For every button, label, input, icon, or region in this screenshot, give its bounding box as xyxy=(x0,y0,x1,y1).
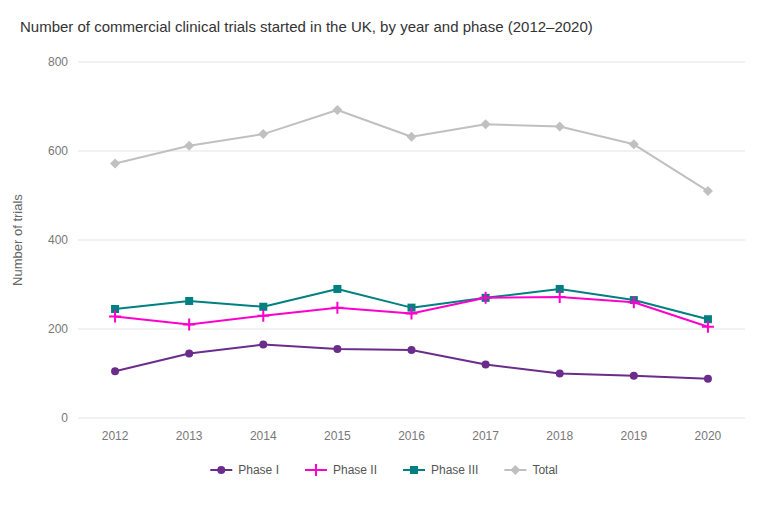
legend-marker xyxy=(410,466,418,474)
legend-label: Phase III xyxy=(431,463,478,477)
point xyxy=(109,311,121,323)
legend-item: Total xyxy=(504,463,557,477)
point xyxy=(555,122,565,132)
grid xyxy=(78,62,745,418)
y-tick-label: 0 xyxy=(61,411,68,425)
grid-line xyxy=(78,240,745,241)
point xyxy=(331,302,343,314)
point xyxy=(110,158,120,168)
line xyxy=(115,289,708,319)
x-tick-label: 2017 xyxy=(472,429,499,443)
point xyxy=(408,346,416,354)
legend-item: Phase III xyxy=(403,463,478,477)
y-tick-label: 200 xyxy=(48,322,68,336)
x-tick-label: 2019 xyxy=(620,429,647,443)
point xyxy=(259,341,267,349)
y-tick-label: 800 xyxy=(48,55,68,69)
y-tick-label: 600 xyxy=(48,144,68,158)
point xyxy=(406,307,418,319)
line xyxy=(115,345,708,379)
point xyxy=(704,375,712,383)
line xyxy=(115,297,708,327)
x-tick-label: 2014 xyxy=(250,429,277,443)
point xyxy=(482,361,490,369)
point xyxy=(702,321,714,333)
point xyxy=(185,349,193,357)
legend-label: Phase II xyxy=(333,463,377,477)
point xyxy=(183,319,195,331)
plot-area xyxy=(109,105,714,383)
point xyxy=(333,285,341,293)
legend-marker xyxy=(510,465,520,475)
point xyxy=(258,129,268,139)
point xyxy=(407,132,417,142)
series xyxy=(111,341,712,383)
grid-line xyxy=(78,329,745,330)
point xyxy=(333,345,341,353)
point xyxy=(556,370,564,378)
title: Number of commercial clinical trials sta… xyxy=(20,18,593,35)
legend-item: Phase I xyxy=(210,463,279,477)
x-tick-label: 2020 xyxy=(695,429,722,443)
point xyxy=(184,141,194,151)
point xyxy=(630,372,638,380)
point xyxy=(481,119,491,129)
point xyxy=(185,297,193,305)
x-tick-label: 2012 xyxy=(102,429,129,443)
y-tick-label: 400 xyxy=(48,233,68,247)
point xyxy=(111,367,119,375)
grid-line xyxy=(78,418,745,419)
series xyxy=(110,105,713,196)
point xyxy=(480,292,492,304)
point xyxy=(703,186,713,196)
grid-line xyxy=(78,62,745,63)
x-tick-label: 2018 xyxy=(546,429,573,443)
point xyxy=(628,296,640,308)
point xyxy=(257,310,269,322)
line xyxy=(115,110,708,191)
legend: Phase I Phase II Phase III Total xyxy=(210,463,557,477)
legend-label: Total xyxy=(532,463,557,477)
series xyxy=(111,285,712,323)
legend-marker xyxy=(217,466,225,474)
y-axis-label: Number of trials xyxy=(10,194,25,286)
legend-item: Phase II xyxy=(305,463,377,477)
point xyxy=(332,105,342,115)
point xyxy=(554,291,566,303)
chart: Number of commercial clinical trials sta… xyxy=(0,0,768,513)
point xyxy=(259,303,267,311)
point xyxy=(629,139,639,149)
legend-label: Phase I xyxy=(238,463,279,477)
legend-marker xyxy=(310,464,322,476)
x-tick-label: 2013 xyxy=(176,429,203,443)
series xyxy=(109,291,714,333)
x-tick-label: 2016 xyxy=(398,429,425,443)
x-tick-label: 2015 xyxy=(324,429,351,443)
